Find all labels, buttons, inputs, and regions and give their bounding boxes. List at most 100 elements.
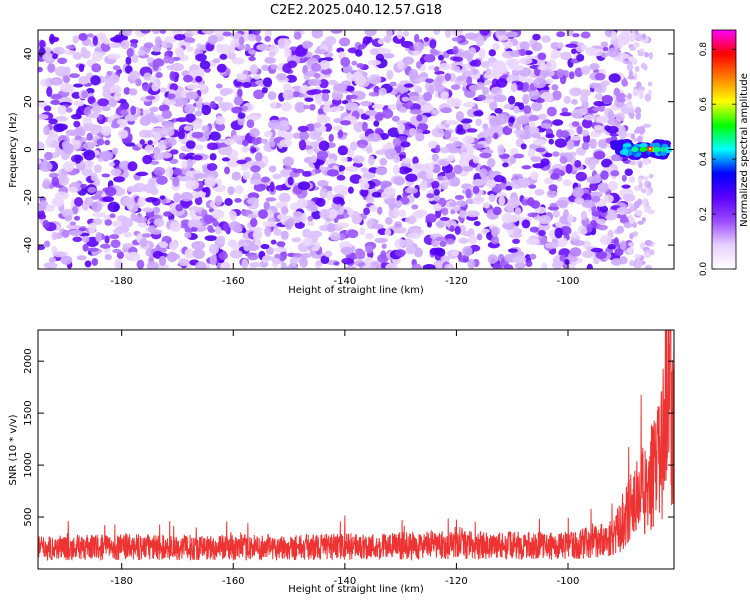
heatmap-cell	[647, 81, 653, 87]
heatmap-cell	[616, 206, 629, 213]
heatmap-cell	[319, 208, 330, 220]
heatmap-cell	[87, 247, 100, 252]
heatmap-cell	[452, 46, 459, 55]
heatmap-cell	[571, 121, 580, 127]
heatmap-cell	[38, 213, 47, 220]
heatmap-cell	[559, 112, 573, 117]
heatmap-cell	[544, 78, 553, 85]
heatmap-cell	[72, 35, 79, 44]
heatmap-cell	[65, 44, 76, 50]
heatmap-cell	[572, 33, 580, 38]
heatmap-cell	[565, 43, 578, 48]
heatmap-cell	[267, 91, 277, 101]
heatmap-cell	[148, 177, 156, 186]
heatmap-cell	[126, 185, 140, 193]
heatmap-cell	[270, 101, 277, 109]
heatmap-cell	[229, 249, 243, 259]
heatmap-cell	[335, 222, 350, 228]
heatmap-cell	[512, 238, 520, 244]
snr-x-axis-label: Height of straight line (km)	[288, 584, 424, 595]
heatmap-cell	[147, 140, 153, 146]
heatmap-cell	[207, 142, 219, 151]
heatmap-cell	[552, 90, 562, 101]
heatmap-cell	[227, 51, 236, 60]
heatmap-cell	[438, 63, 451, 71]
heatmap-cell	[379, 157, 388, 166]
heatmap-cell	[362, 36, 371, 46]
heatmap-cell	[150, 187, 159, 196]
heatmap-cell	[498, 182, 507, 190]
heatmap-cell	[472, 156, 480, 164]
heatmap-cell	[431, 109, 440, 115]
heatmap-cell	[641, 217, 647, 223]
heatmap-cell	[155, 72, 163, 79]
heatmap-cell	[408, 68, 419, 80]
heatmap-cell	[448, 136, 459, 142]
heatmap-cell	[297, 181, 311, 191]
heatmap-signal-cell	[653, 147, 661, 152]
heatmap-cell	[207, 34, 218, 45]
heatmap-cell	[515, 81, 525, 91]
heatmap-cell	[318, 140, 330, 152]
heatmap-signal-peak-core	[649, 148, 652, 150]
heatmap-cell	[574, 197, 585, 205]
heatmap-cell	[519, 57, 533, 65]
heatmap-cell	[599, 205, 609, 213]
heatmap-cell	[121, 217, 134, 228]
heatmap-cell	[368, 74, 382, 85]
heatmap-cell	[597, 139, 608, 149]
heatmap-cell	[407, 232, 421, 239]
heatmap-cell	[525, 237, 540, 246]
heatmap-cell	[341, 100, 349, 105]
heatmap-cell	[488, 61, 503, 68]
heatmap-cell	[201, 125, 210, 132]
heatmap-cell	[392, 207, 400, 217]
heatmap-cell	[497, 30, 506, 36]
heatmap-cell	[320, 255, 330, 264]
heatmap-cell	[112, 65, 121, 70]
heatmap-cell	[302, 228, 312, 239]
heatmap-cell	[57, 57, 68, 65]
heatmap-cell	[234, 197, 242, 203]
heatmap-cell	[291, 237, 302, 243]
heatmap-cell	[355, 49, 363, 57]
heatmap-cell	[219, 87, 233, 95]
heatmap-cell	[299, 256, 308, 268]
heatmap-cell	[614, 248, 624, 257]
heatmap-cell	[273, 228, 282, 236]
heatmap-cell	[324, 250, 333, 258]
heatmap-cell	[367, 132, 381, 142]
heatmap-cell	[510, 82, 518, 93]
heatmap-cell	[589, 138, 597, 149]
heatmap-cell	[83, 159, 94, 170]
heatmap-cell	[352, 155, 365, 164]
heatmap-cell	[451, 250, 460, 257]
heatmap-cell	[391, 115, 400, 122]
heatmap-cell	[146, 57, 155, 64]
heatmap-cell	[101, 173, 111, 178]
heatmap-cell	[484, 136, 492, 145]
heatmap-cell	[142, 109, 151, 115]
heatmap-cell	[512, 227, 520, 236]
heatmap-cell	[610, 170, 620, 177]
heatmap-cell	[551, 261, 563, 269]
heatmap-cell	[280, 102, 292, 112]
heatmap-cell	[123, 87, 131, 95]
heatmap-cell	[389, 81, 397, 87]
heatmap-cell	[315, 197, 326, 208]
heatmap-cell	[449, 176, 461, 187]
heatmap-cell	[386, 69, 394, 80]
heatmap-cell	[82, 123, 97, 130]
heatmap-cell	[76, 255, 87, 261]
heatmap-cell	[408, 127, 417, 137]
heatmap-cell	[449, 225, 455, 232]
heatmap-cell	[627, 92, 632, 100]
heatmap-cell	[439, 240, 447, 247]
heatmap-cell	[524, 50, 533, 56]
heatmap-cell	[43, 105, 52, 112]
heatmap-cell	[628, 217, 636, 224]
heatmap-cell	[209, 131, 221, 141]
heatmap-cell	[589, 62, 600, 71]
heatmap-cell	[546, 106, 557, 117]
heatmap-cell	[465, 188, 472, 199]
